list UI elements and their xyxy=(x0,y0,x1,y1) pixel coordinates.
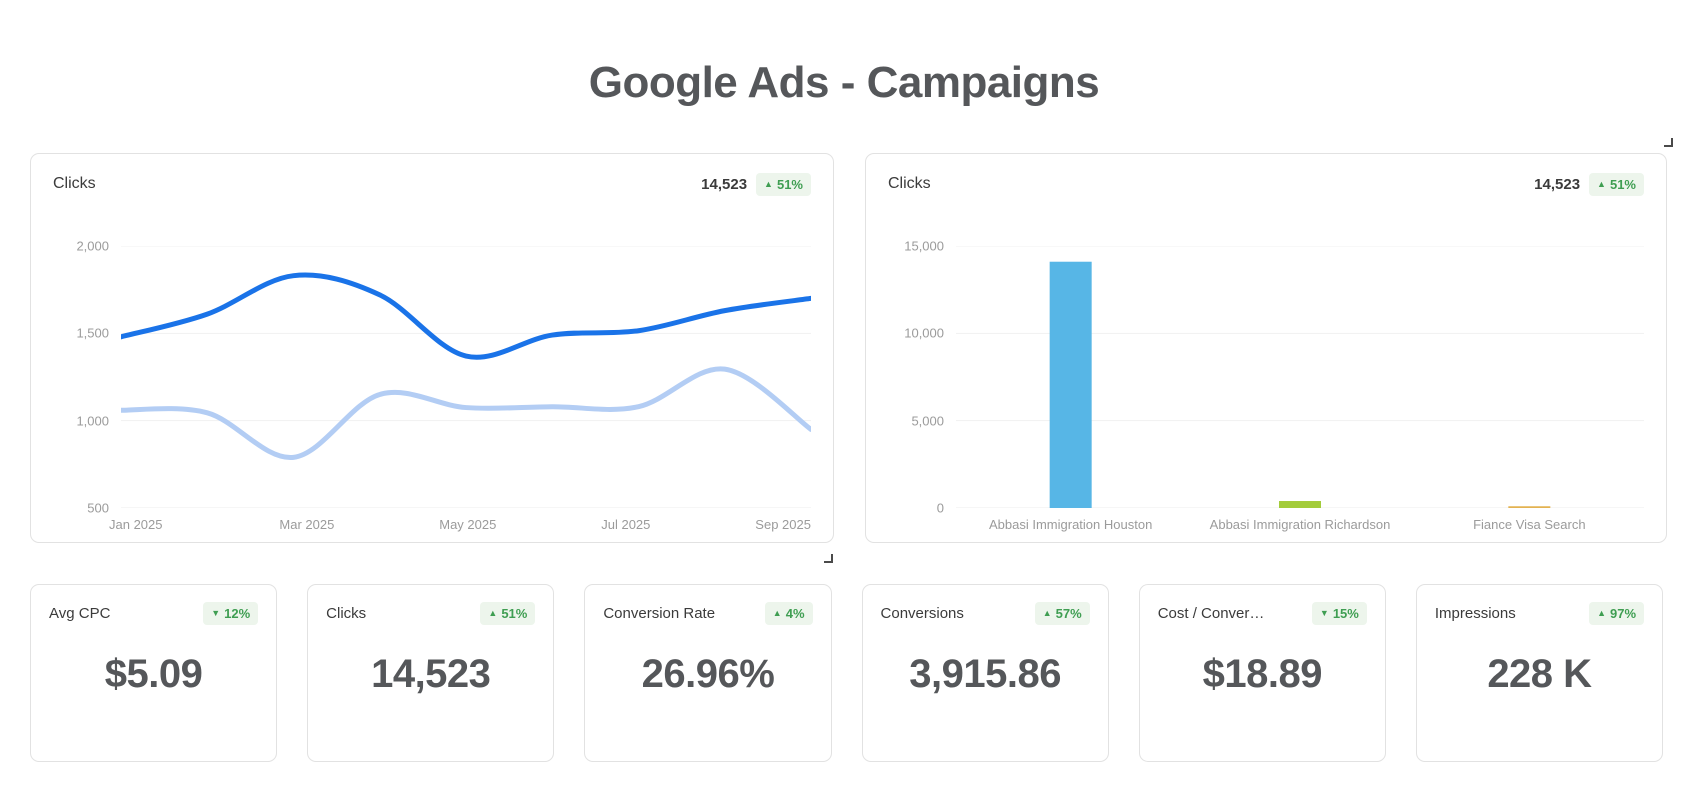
kpi-row: Avg CPC ▼ 12% $5.09 Clicks ▲ 51% 14,523 Co… xyxy=(0,584,1688,762)
bar[interactable] xyxy=(1279,501,1321,508)
up-arrow-icon: ▲ xyxy=(1597,608,1606,618)
kpi-card-clicks: Clicks ▲ 51% 14,523 xyxy=(307,584,555,762)
up-arrow-icon: ▲ xyxy=(1597,178,1606,189)
bar-chart-svg[interactable] xyxy=(956,246,1644,508)
bar[interactable] xyxy=(1049,261,1092,508)
kpi-card-impressions: Impressions ▲ 97% 228 K xyxy=(1415,584,1664,762)
delta-value: 51% xyxy=(501,606,528,621)
up-arrow-icon: ▲ xyxy=(1042,608,1052,618)
charts-row: Clicks 14,523 ▲ 51% 2,000 1,500 1,000 500… xyxy=(0,153,1688,543)
bar-chart-area: 15,000 10,000 5,000 0 xyxy=(888,239,1644,516)
y-axis-label: 1,000 xyxy=(76,413,109,429)
kpi-label: Conversions xyxy=(880,605,964,622)
up-arrow-icon: ▲ xyxy=(772,608,782,618)
x-axis-label: Fiance Visa Search xyxy=(1473,517,1586,532)
delta-badge: ▲ 51% xyxy=(756,172,811,196)
y-axis-label: 2,000 xyxy=(76,238,109,254)
y-axis-label: 500 xyxy=(87,500,109,516)
y-axis-label: 0 xyxy=(936,500,944,516)
x-axis-label: Jan 2025 xyxy=(109,517,163,532)
delta-value: 51% xyxy=(776,176,803,192)
chart-summary: 14,523 ▲ 51% xyxy=(1534,172,1644,196)
kpi-value: 26.96% xyxy=(641,652,775,696)
y-axis-label: 10,000 xyxy=(904,325,944,341)
y-axis: 2,000 1,500 1,000 500 xyxy=(53,239,109,516)
kpi-card-cost-per-conversion: Cost / Conver… ▼ 15% $18.89 xyxy=(1138,584,1386,762)
line-series-clicks-current xyxy=(121,272,811,360)
line-series-clicks-previous xyxy=(121,366,811,460)
bar[interactable] xyxy=(1508,506,1551,508)
kpi-card-conversions: Conversions ▲ 57% 3,915.86 xyxy=(861,584,1109,762)
down-arrow-icon: ▼ xyxy=(211,608,221,618)
kpi-label: Impressions xyxy=(1434,605,1516,622)
chart-header: Clicks 14,523 ▲ 51% xyxy=(53,172,811,196)
page-title: Google Ads - Campaigns xyxy=(588,58,1100,107)
x-axis-label: Abbasi Immigration Richardson xyxy=(1209,517,1391,532)
kpi-value: $18.89 xyxy=(1202,652,1323,696)
delta-badge: ▲ 51% xyxy=(1589,172,1644,196)
kpi-label: Clicks xyxy=(326,605,367,622)
kpi-value: 14,523 xyxy=(371,652,491,696)
x-axis-label: Sep 2025 xyxy=(755,517,811,532)
kpi-value: $5.09 xyxy=(104,652,203,696)
delta-badge: ▲ 97% xyxy=(1589,602,1645,625)
x-axis-label: May 2025 xyxy=(439,517,497,532)
delta-badge: ▲ 4% xyxy=(764,602,813,625)
x-axis-label: Jul 2025 xyxy=(601,517,651,532)
down-arrow-icon: ▼ xyxy=(1319,608,1329,618)
y-axis-label: 15,000 xyxy=(904,238,944,254)
resize-corner-icon[interactable] xyxy=(1664,138,1673,147)
delta-badge: ▲ 51% xyxy=(480,602,536,625)
chart-header: Clicks 14,523 ▲ 51% xyxy=(888,172,1644,196)
kpi-value: 3,915.86 xyxy=(909,652,1061,696)
line-chart-svg[interactable] xyxy=(121,246,811,508)
up-arrow-icon: ▲ xyxy=(488,608,498,618)
kpi-card-avg-cpc: Avg CPC ▼ 12% $5.09 xyxy=(30,584,278,762)
kpi-card-conversion-rate: Conversion Rate ▲ 4% 26.96% xyxy=(584,584,832,762)
up-arrow-icon: ▲ xyxy=(764,178,773,189)
y-axis-label: 5,000 xyxy=(911,413,944,429)
resize-corner-icon[interactable] xyxy=(824,554,833,563)
chart-title: Clicks xyxy=(53,175,96,192)
delta-value: 4% xyxy=(785,606,805,621)
x-axis: Abbasi Immigration Houston Abbasi Immigr… xyxy=(956,517,1644,532)
kpi-label: Conversion Rate xyxy=(603,605,716,622)
chart-summary: 14,523 ▲ 51% xyxy=(701,172,811,196)
kpi-label: Cost / Conver… xyxy=(1157,605,1265,622)
chart-title: Clicks xyxy=(888,175,931,192)
delta-value: 57% xyxy=(1055,606,1082,621)
clicks-line-chart-card: Clicks 14,523 ▲ 51% 2,000 1,500 1,000 500… xyxy=(30,153,834,543)
delta-badge: ▲ 57% xyxy=(1034,602,1090,625)
kpi-label: Avg CPC xyxy=(49,605,111,622)
chart-total-value: 14,523 xyxy=(701,175,748,193)
delta-badge: ▼ 15% xyxy=(1311,602,1367,625)
x-axis-label: Abbasi Immigration Houston xyxy=(989,517,1153,532)
chart-total-value: 14,523 xyxy=(1534,175,1581,193)
y-axis-label: 1,500 xyxy=(76,325,109,341)
y-axis: 15,000 10,000 5,000 0 xyxy=(888,239,944,516)
kpi-value: 228 K xyxy=(1487,652,1592,696)
delta-value: 51% xyxy=(1609,176,1636,192)
x-axis-label: Mar 2025 xyxy=(279,517,335,532)
delta-badge: ▼ 12% xyxy=(203,602,259,625)
clicks-bar-chart-card: Clicks 14,523 ▲ 51% 15,000 10,000 5,000 0… xyxy=(865,153,1667,543)
x-axis: Jan 2025 Mar 2025 May 2025 Jul 2025 Sep … xyxy=(109,517,811,532)
delta-value: 15% xyxy=(1332,606,1359,621)
delta-value: 97% xyxy=(1610,606,1637,621)
delta-value: 12% xyxy=(224,606,251,621)
line-chart-area: 2,000 1,500 1,000 500 xyxy=(53,239,811,516)
